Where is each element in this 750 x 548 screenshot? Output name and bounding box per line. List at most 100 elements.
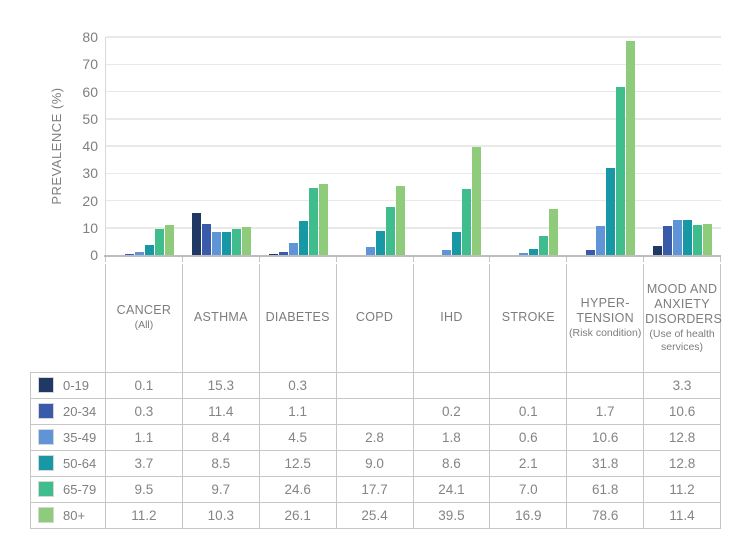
table-corner-cell — [31, 264, 106, 372]
value-cell: 9.7 — [181, 475, 260, 503]
x-axis-tick — [335, 257, 337, 262]
condition-title: IHD — [440, 310, 463, 325]
bar — [191, 213, 201, 255]
bar — [288, 242, 298, 255]
bar — [308, 188, 318, 255]
bar — [375, 230, 385, 255]
bar — [124, 254, 134, 255]
legend-entry: 20-34 — [31, 403, 105, 419]
table-row: 80+ 11.2 10.3 26.1 25.4 39.5 16.9 78.6 11.4 — [30, 501, 721, 529]
gridline — [106, 90, 721, 93]
bar — [452, 231, 462, 255]
value-cell: 3.3 — [643, 371, 721, 399]
x-axis-tick — [105, 257, 106, 262]
legend-cell: 80+ — [30, 501, 106, 529]
value-cell: 0.1 — [489, 397, 568, 425]
value-cell: 7.0 — [489, 475, 568, 503]
x-axis-tick — [566, 257, 568, 262]
legend-entry: 65-79 — [31, 481, 105, 497]
condition-title: HYPER-TENSION — [576, 295, 635, 325]
value-cell: 0.6 — [489, 423, 568, 451]
value-cell: 1.7 — [566, 397, 645, 425]
value-cell: 11.4 — [181, 397, 260, 425]
age-group-label: 80+ — [63, 507, 86, 523]
age-group-label: 65-79 — [63, 481, 97, 497]
y-tick-label: 40 — [82, 138, 98, 154]
bar — [663, 226, 673, 255]
bar — [683, 220, 693, 255]
bar — [221, 231, 231, 255]
x-axis-tick — [643, 257, 645, 262]
bar — [134, 252, 144, 255]
value-cell — [412, 371, 491, 399]
bar — [703, 223, 713, 255]
condition-header: COPD — [335, 264, 413, 372]
legend-entry: 35-49 — [31, 429, 105, 445]
value-cell — [335, 397, 414, 425]
bar — [442, 250, 452, 255]
x-axis-tick — [720, 257, 721, 262]
bar — [318, 183, 328, 255]
y-tick-label: 60 — [82, 83, 98, 100]
bar — [241, 226, 251, 255]
gridline — [106, 199, 721, 202]
age-group-label: 0-19 — [63, 377, 90, 393]
bar — [626, 40, 636, 255]
value-cell: 25.4 — [335, 501, 414, 529]
value-cell: 0.3 — [258, 371, 337, 399]
y-tick-label: 70 — [82, 56, 98, 73]
table-row: 20-34 0.3 11.4 1.1 0.2 0.1 1.7 10.6 — [30, 397, 721, 425]
value-cell: 11.2 — [643, 475, 721, 503]
legend-cell: 65-79 — [30, 475, 106, 503]
condition-header: ASTHMA — [181, 264, 260, 372]
legend-cell: 20-34 — [30, 397, 106, 425]
bar — [673, 220, 683, 255]
legend-entry: 50-64 — [31, 455, 105, 471]
gridline — [106, 63, 721, 65]
x-axis-tick — [181, 257, 183, 262]
x-axis-tick — [489, 257, 491, 262]
condition-header: IHD — [412, 264, 490, 372]
legend-cell: 0-19 — [30, 371, 106, 399]
condition-title: CANCER — [116, 303, 172, 318]
bar — [278, 252, 288, 255]
bar — [693, 224, 703, 255]
bar — [395, 185, 405, 255]
legend-entry: 80+ — [31, 507, 105, 523]
y-tick-label: 20 — [82, 192, 98, 209]
bar-group — [490, 37, 567, 255]
condition-header: MOOD AND ANXIETY DISORDERS (Use of health… — [643, 264, 723, 372]
bar — [298, 220, 308, 255]
bar — [365, 247, 375, 255]
plot-area — [105, 36, 721, 255]
gridline — [106, 227, 721, 229]
value-cell: 8.5 — [181, 449, 260, 477]
data-table: CANCER (All) ASTHMA DIABETES COPD IHD STROKE HY… — [30, 264, 723, 529]
value-cell: 61.8 — [566, 475, 645, 503]
bar-group — [567, 37, 644, 255]
bar — [462, 189, 472, 255]
value-cell: 10.6 — [643, 397, 721, 425]
condition-subtitle: (Risk condition) — [569, 326, 642, 339]
condition-title: MOOD AND ANXIETY DISORDERS — [645, 281, 723, 326]
condition-header: STROKE — [489, 264, 567, 372]
value-cell — [566, 371, 645, 399]
bar-group — [644, 37, 721, 255]
value-cell: 8.6 — [412, 449, 491, 477]
value-cell: 39.5 — [412, 501, 491, 529]
age-group-label: 50-64 — [63, 455, 97, 471]
gridline — [106, 118, 721, 120]
value-cell: 12.8 — [643, 423, 721, 451]
bar — [201, 223, 211, 255]
y-tick-label: 80 — [82, 29, 98, 45]
bar — [519, 253, 529, 255]
legend-swatch — [38, 507, 54, 523]
y-tick-label: 50 — [82, 110, 98, 127]
bar — [231, 228, 241, 255]
value-cell: 4.5 — [258, 423, 337, 451]
table-row: 65-79 9.5 9.7 24.6 17.7 24.1 7.0 61.8 11.2 — [30, 475, 721, 503]
value-cell: 9.0 — [335, 449, 414, 477]
value-cell — [489, 371, 568, 399]
value-cell: 0.1 — [105, 371, 183, 399]
